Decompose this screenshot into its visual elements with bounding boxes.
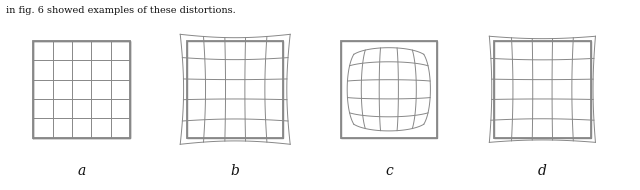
Bar — [187, 41, 284, 138]
Bar — [187, 41, 284, 138]
Bar — [33, 41, 130, 138]
Text: d: d — [538, 164, 547, 178]
Bar — [494, 41, 591, 138]
Bar — [33, 41, 130, 138]
Text: a: a — [77, 164, 86, 178]
Bar — [340, 41, 437, 138]
Bar — [494, 41, 591, 138]
Text: c: c — [385, 164, 393, 178]
Text: b: b — [231, 164, 239, 178]
Bar — [340, 41, 437, 138]
Text: in fig. 6 showed examples of these distortions.: in fig. 6 showed examples of these disto… — [6, 6, 236, 15]
